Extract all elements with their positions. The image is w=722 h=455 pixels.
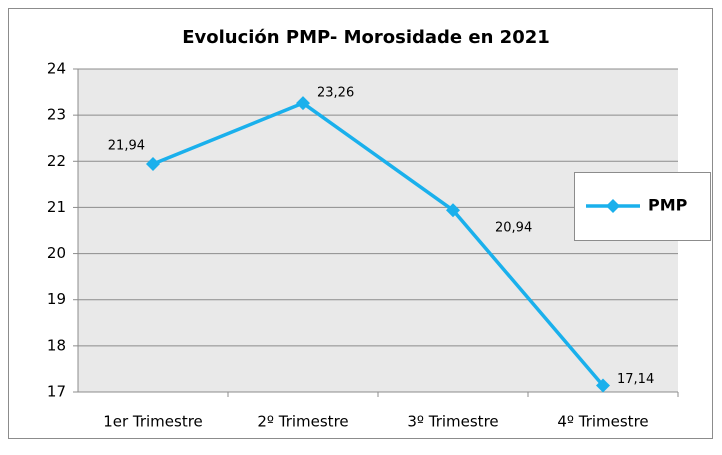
y-tick-label: 23 [47, 106, 66, 124]
y-tick-label: 19 [47, 290, 66, 308]
series-line [152, 101, 605, 387]
data-label: 21,94 [108, 139, 145, 154]
y-tick-label: 22 [47, 152, 66, 170]
y-tick-label: 24 [47, 60, 66, 78]
x-tick-label: 2º Trimestre [257, 413, 348, 431]
y-tick-label: 20 [47, 244, 66, 262]
data-label: 20,94 [495, 221, 532, 236]
y-tick-label: 21 [47, 198, 66, 216]
data-point [596, 378, 610, 393]
chart-title: Evolución PMP- Morosidade en 2021 [182, 27, 550, 48]
x-tick-label: 3º Trimestre [407, 413, 498, 431]
x-tick-label: 4º Trimestre [557, 413, 648, 431]
data-label: 17,14 [617, 372, 654, 387]
legend-marker [606, 199, 620, 213]
y-tick-label: 17 [47, 383, 66, 401]
data-point [296, 96, 310, 111]
legend-label: PMP [648, 196, 688, 215]
x-tick-label: 1er Trimestre [103, 413, 203, 431]
data-point [146, 157, 160, 172]
y-tick-label: 18 [47, 336, 66, 354]
data-label: 23,26 [317, 86, 354, 101]
data-point [446, 203, 460, 218]
